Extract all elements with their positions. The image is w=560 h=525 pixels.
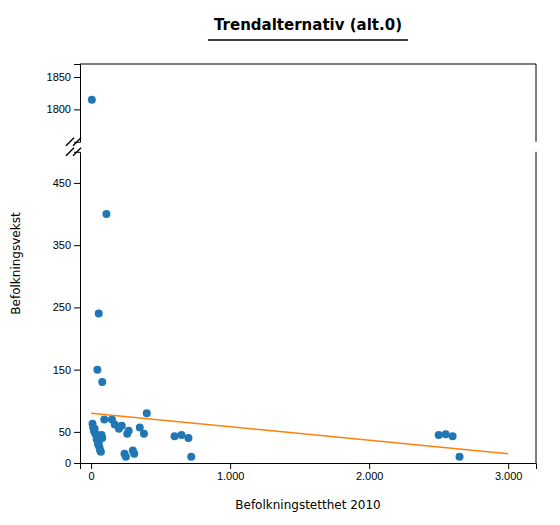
tick-mark: [369, 463, 370, 469]
frame-right: [536, 64, 537, 142]
tick-mark: [230, 463, 231, 469]
tick: 1800: [47, 103, 80, 115]
tick-mark: [74, 432, 80, 433]
tick: 1.000: [217, 463, 245, 482]
y-axis-line: [74, 152, 81, 463]
point: [456, 453, 464, 461]
x-axis-title: Befolkningstetthet 2010: [235, 498, 380, 512]
point: [184, 434, 192, 442]
tick: 1850: [47, 71, 80, 83]
frame-right: [536, 152, 537, 463]
tick-label: 2.000: [356, 470, 384, 482]
tick-mark: [74, 109, 80, 110]
tick-label: 3.000: [495, 470, 523, 482]
point: [130, 450, 138, 458]
point: [93, 366, 101, 374]
point: [88, 96, 96, 104]
frame: [536, 152, 537, 463]
point: [102, 210, 110, 218]
point: [122, 453, 130, 461]
y-axis: 0 50 150 250 350 450: [53, 152, 81, 469]
chart: 1800 1850 Trendalternativ (alt.0) 0 50 150 250…: [0, 0, 560, 525]
point: [97, 448, 105, 456]
tick: 0: [89, 463, 95, 482]
frame: [80, 64, 536, 142]
tick-label: 1800: [47, 103, 71, 115]
y-axis-line: [74, 65, 81, 143]
point: [177, 431, 185, 439]
break-mark: [73, 148, 81, 156]
title: Trendalternativ (alt.0): [214, 16, 402, 34]
title-underline: [208, 39, 408, 41]
marks: [88, 96, 96, 104]
point: [442, 430, 450, 438]
y-axis: 1800 1850: [47, 65, 81, 143]
tick-label: 150: [53, 364, 71, 376]
tick-label: 250: [53, 301, 71, 313]
point: [435, 431, 443, 439]
tick: 250: [53, 301, 80, 313]
tick: 3.000: [495, 463, 523, 482]
tick-label: 1850: [47, 71, 71, 83]
point: [187, 453, 195, 461]
y-axis-title: Befolkningsvekst: [9, 212, 23, 315]
trend-line: [91, 413, 508, 453]
tick: 150: [53, 364, 80, 376]
point: [98, 434, 106, 442]
tick-mark: [74, 370, 80, 371]
break-mark: [73, 138, 81, 146]
tick: 0: [65, 457, 80, 469]
tick: 450: [53, 177, 80, 189]
tick: 50: [59, 426, 80, 438]
tick-mark: [74, 183, 80, 184]
point: [449, 432, 457, 440]
panel: 0 50 150 250 350 450 0 1.000 2.000 3.000: [53, 152, 537, 482]
tick-mark: [91, 463, 92, 469]
point: [125, 427, 133, 435]
break-mark: [66, 148, 74, 156]
point: [118, 422, 126, 430]
tick: 2.000: [356, 463, 384, 482]
point: [171, 432, 179, 440]
point: [98, 378, 106, 386]
frame-top: [80, 64, 536, 65]
break-mark: [66, 138, 74, 146]
point: [100, 415, 108, 423]
tick-label: 450: [53, 177, 71, 189]
tick-mark: [74, 77, 80, 78]
axis-break: [66, 138, 81, 156]
x-axis-line: [81, 464, 537, 470]
tick-label: 1.000: [217, 470, 245, 482]
marks: [89, 210, 509, 461]
tick-mark: [74, 245, 80, 246]
point: [143, 409, 151, 417]
point: [140, 430, 148, 438]
point: [95, 310, 103, 318]
tick-label: 0: [65, 457, 71, 469]
tick-mark: [508, 463, 509, 469]
tick: 350: [53, 239, 80, 251]
tick-label: 0: [89, 470, 95, 482]
tick-mark: [74, 463, 80, 464]
tick-mark: [74, 307, 80, 308]
x-axis: 0 1.000 2.000 3.000: [81, 463, 537, 482]
panel: 1800 1850: [47, 64, 536, 142]
tick-label: 50: [59, 426, 71, 438]
tick-label: 350: [53, 239, 71, 251]
